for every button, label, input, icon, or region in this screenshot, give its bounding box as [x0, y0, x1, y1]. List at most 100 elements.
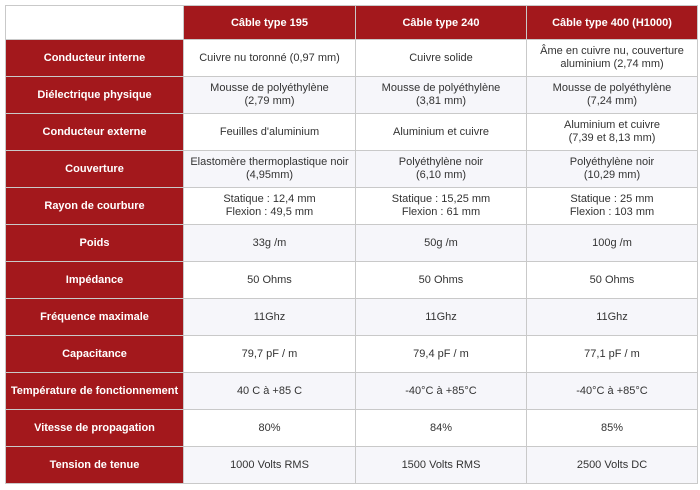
table-row: Fréquence maximale 11Ghz 11Ghz 11Ghz	[5, 298, 698, 336]
cell-text-line: 79,4 pF / m	[413, 347, 469, 360]
cell-text-line: 33g /m	[252, 236, 287, 249]
table-cell: 79,4 pF / m	[355, 335, 527, 373]
cell-text-line: 84%	[429, 421, 453, 434]
table-cell: Elastomère thermoplastique noir (4,95mm)	[183, 150, 356, 188]
cell-text-line: Aluminium et cuivre	[393, 125, 489, 138]
cell-text-line: (7,24 mm)	[586, 95, 638, 107]
table-cell: 85%	[526, 409, 698, 447]
cell-text-line: 1000 Volts RMS	[230, 458, 309, 471]
table-cell: 79,7 pF / m	[183, 335, 356, 373]
table-cell: Âme en cuivre nu, couverture aluminium (2…	[526, 39, 698, 77]
row-header: Tension de tenue	[5, 446, 184, 484]
row-header: Diélectrique physique	[5, 76, 184, 114]
cell-text-line: 11Ghz	[425, 310, 457, 323]
table-cell: 40 C à +85 C	[183, 372, 356, 410]
table-cell: 11Ghz	[183, 298, 356, 336]
row-header: Fréquence maximale	[5, 298, 184, 336]
table-cell: 100g /m	[526, 224, 698, 262]
table-cell: 33g /m	[183, 224, 356, 262]
header-corner-cell	[5, 5, 184, 40]
cell-text-line: Mousse de polyéthylène	[552, 82, 672, 94]
cell-text-line: 1500 Volts RMS	[401, 458, 481, 471]
cell-text-line: 40 C à +85 C	[236, 384, 303, 397]
table-cell: Aluminium et cuivre (7,39 et 8,13 mm)	[526, 113, 698, 151]
table-cell: Polyéthylène noir (6,10 mm)	[355, 150, 527, 188]
table-cell: Cuivre solide	[355, 39, 527, 77]
table-cell: Statique : 25 mm Flexion : 103 mm	[526, 187, 698, 225]
cell-text-line: 11Ghz	[596, 310, 628, 323]
cell-text-line: (6,10 mm)	[415, 169, 467, 181]
cell-text-line: Aluminium et cuivre	[564, 119, 660, 131]
cell-text-line: Statique : 25 mm	[570, 193, 654, 205]
table-cell: Feuilles d'aluminium	[183, 113, 356, 151]
cell-text-line: Flexion : 103 mm	[569, 206, 655, 218]
cell-text-line: (3,81 mm)	[415, 95, 467, 107]
table-cell: Mousse de polyéthylène (7,24 mm)	[526, 76, 698, 114]
table-cell: -40°C à +85°C	[355, 372, 527, 410]
table-cell: Polyéthylène noir (10,29 mm)	[526, 150, 698, 188]
table-cell: 50 Ohms	[526, 261, 698, 299]
table-cell: Cuivre nu toronné (0,97 mm)	[183, 39, 356, 77]
table-cell: 11Ghz	[526, 298, 698, 336]
table-row: Température de fonctionnement 40 C à +85 …	[5, 372, 698, 410]
table-cell: Aluminium et cuivre	[355, 113, 527, 151]
cell-text-line: -40°C à +85°C	[405, 384, 477, 397]
table-cell: Statique : 15,25 mm Flexion : 61 mm	[355, 187, 527, 225]
cell-text-line: Statique : 15,25 mm	[391, 193, 491, 205]
row-header: Impédance	[5, 261, 184, 299]
table-row: Capacitance 79,7 pF / m 79,4 pF / m 77,1 pF…	[5, 335, 698, 373]
table-cell: 11Ghz	[355, 298, 527, 336]
table-row: Conducteur interne Cuivre nu toronné (0,9…	[5, 39, 698, 77]
row-header: Vitesse de propagation	[5, 409, 184, 447]
cell-text-line: Polyéthylène noir	[569, 156, 655, 168]
row-header: Température de fonctionnement	[5, 372, 184, 410]
row-header: Conducteur interne	[5, 39, 184, 77]
table-row: Conducteur externe Feuilles d'aluminium Al…	[5, 113, 698, 151]
table-row: Tension de tenue 1000 Volts RMS 1500 Volts…	[5, 446, 698, 484]
table-cell: 1000 Volts RMS	[183, 446, 356, 484]
table-cell: 84%	[355, 409, 527, 447]
cell-text-line: Feuilles d'aluminium	[219, 125, 320, 138]
cell-text-line: 50 Ohms	[418, 273, 464, 286]
table-cell: -40°C à +85°C	[526, 372, 698, 410]
cell-text-line: Mousse de polyéthylène	[210, 82, 329, 94]
table-body: Conducteur interne Cuivre nu toronné (0,9…	[5, 39, 698, 484]
table-cell: Mousse de polyéthylène (3,81 mm)	[355, 76, 527, 114]
table-row: Couverture Elastomère thermoplastique noi…	[5, 150, 698, 188]
cell-text-line: 2500 Volts DC	[576, 458, 648, 471]
cell-text-line: 80%	[258, 421, 281, 434]
cell-text-line: 100g /m	[592, 236, 632, 249]
cell-text-line: Statique : 12,4 mm	[223, 193, 316, 205]
cell-text-line: 85%	[600, 421, 624, 434]
table-cell: 80%	[183, 409, 356, 447]
table-cell: 50 Ohms	[183, 261, 356, 299]
table-cell: 50 Ohms	[355, 261, 527, 299]
cell-text-line: aluminium (2,74 mm)	[560, 58, 664, 70]
table-cell: 1500 Volts RMS	[355, 446, 527, 484]
table-cell: 77,1 pF / m	[526, 335, 698, 373]
table-header-row: Câble type 195 Câble type 240 Câble type…	[5, 5, 698, 40]
cell-text-line: (4,95mm)	[245, 169, 294, 181]
table-cell: Statique : 12,4 mm Flexion : 49,5 mm	[183, 187, 356, 225]
cell-text-line: 79,7 pF / m	[241, 347, 298, 360]
cell-text-line: (2,79 mm)	[244, 95, 295, 107]
cell-text-line: Elastomère thermoplastique noir	[190, 156, 349, 168]
cell-text-line: (7,39 et 8,13 mm)	[568, 132, 656, 144]
cell-text-line: -40°C à +85°C	[576, 384, 648, 397]
column-header-type-240: Câble type 240	[355, 5, 527, 40]
row-header: Poids	[5, 224, 184, 262]
cell-text-line: 50g /m	[424, 236, 458, 249]
cell-text-line: Polyéthylène noir	[398, 156, 484, 168]
row-header: Couverture	[5, 150, 184, 188]
cell-text-line: Cuivre nu toronné (0,97 mm)	[199, 51, 340, 64]
table-cell: Mousse de polyéthylène (2,79 mm)	[183, 76, 356, 114]
cell-text-line: Âme en cuivre nu, couverture	[540, 45, 684, 57]
cell-text-line: Cuivre solide	[409, 51, 473, 64]
cell-text-line: 11Ghz	[253, 310, 286, 323]
row-header: Rayon de courbure	[5, 187, 184, 225]
cell-text-line: 50 Ohms	[247, 273, 292, 286]
cell-text-line: Flexion : 49,5 mm	[225, 206, 314, 218]
cell-text-line: Mousse de polyéthylène	[381, 82, 501, 94]
cable-spec-table: Câble type 195 Câble type 240 Câble type…	[5, 5, 698, 484]
